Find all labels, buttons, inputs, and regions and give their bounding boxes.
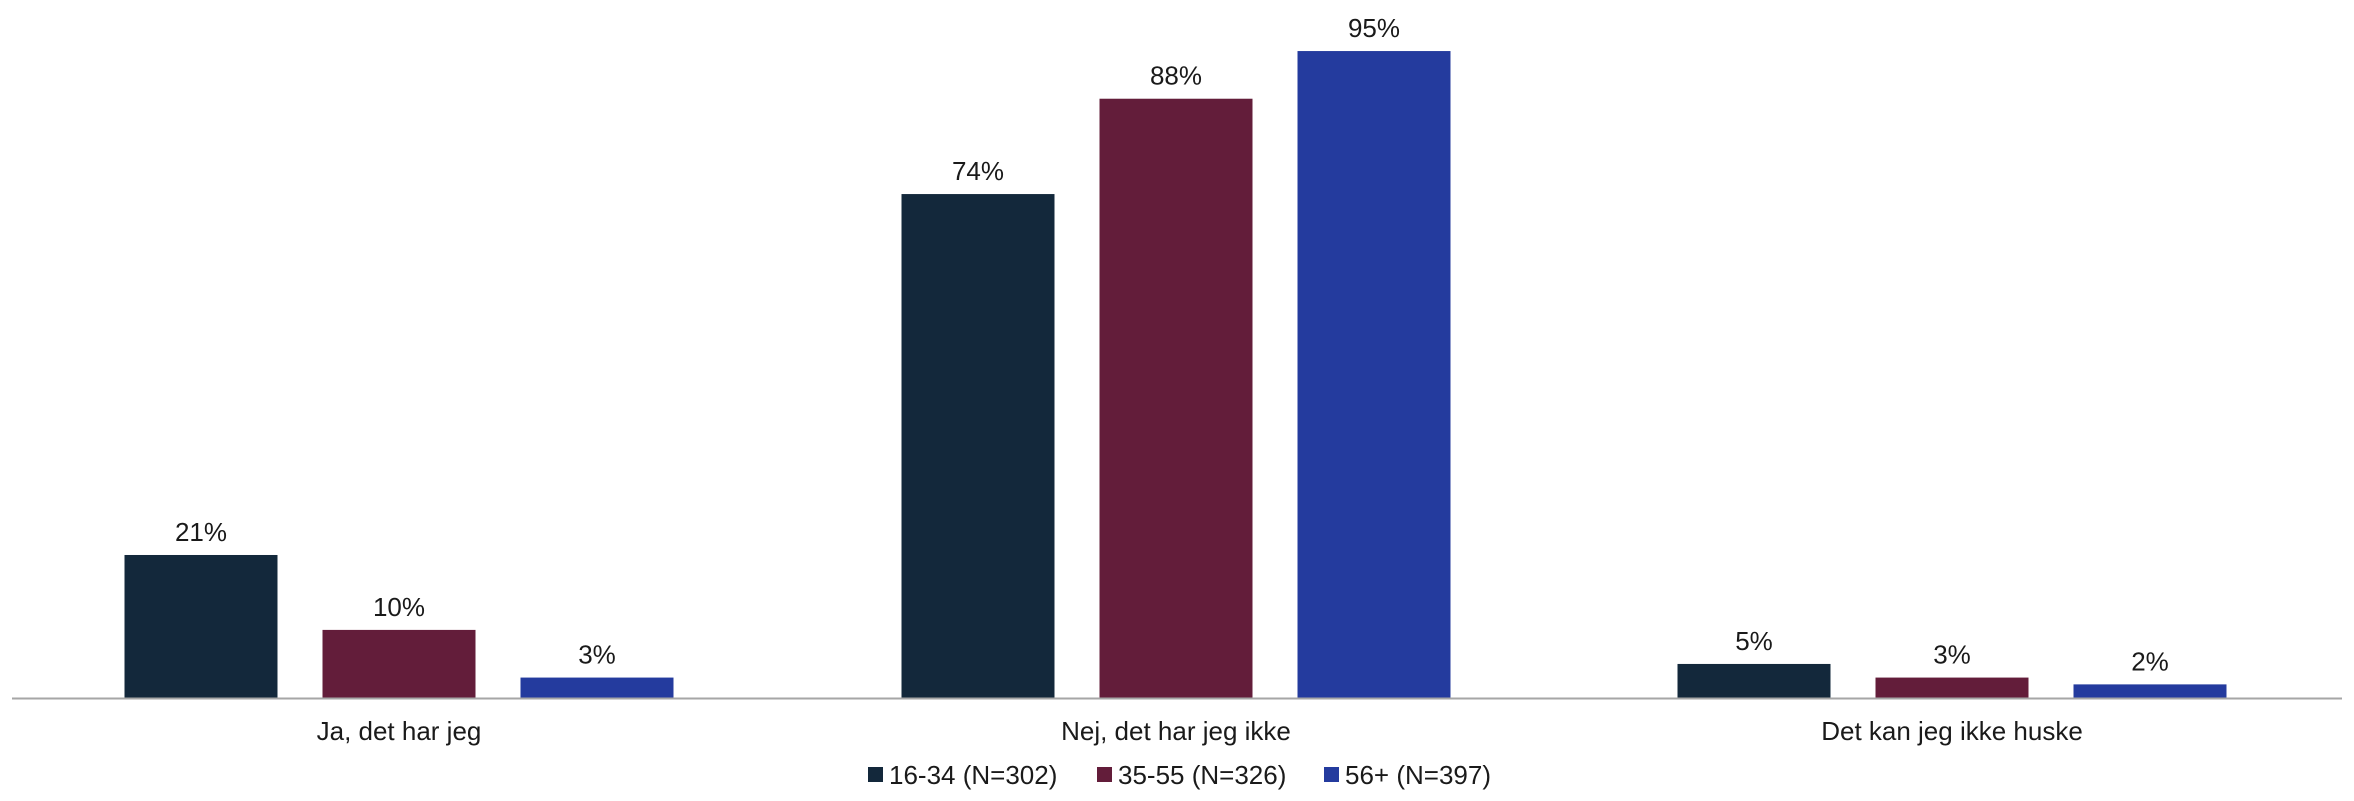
category-label-2: Nej, det har jeg ikke (1061, 716, 1291, 746)
bar-3-series-3 (2073, 684, 2227, 698)
legend-label-2: 35-55 (N=326) (1118, 760, 1286, 790)
data-labels-layer: 21% 10% 3% 74% 88% 95% 5% 3% 2% (175, 13, 2169, 676)
bar-3-series-1 (1677, 663, 1831, 698)
data-label-3-series-3: 2% (2131, 646, 2169, 676)
data-label-3-series-1: 5% (1735, 626, 1773, 656)
bar-2-series-1 (901, 194, 1055, 698)
bar-1-series-2 (322, 629, 476, 698)
legend-swatch-2 (1097, 767, 1112, 782)
data-label-2-series-1: 74% (952, 156, 1004, 186)
legend-label-1: 16-34 (N=302) (889, 760, 1057, 790)
category-label-1: Ja, det har jeg (317, 716, 482, 746)
data-label-2-series-2: 88% (1150, 61, 1202, 91)
data-label-2-series-3: 95% (1348, 13, 1400, 43)
bar-2-series-2 (1099, 98, 1253, 699)
data-label-3-series-2: 3% (1933, 640, 1971, 670)
category-labels-layer: Ja, det har jeg Nej, det har jeg ikke Det … (317, 716, 2083, 746)
data-label-1-series-2: 10% (373, 592, 425, 622)
bars-layer (124, 51, 2227, 699)
legend-swatch-3 (1324, 767, 1339, 782)
data-label-1-series-3: 3% (578, 640, 616, 670)
bar-3-series-2 (1875, 677, 2029, 698)
bar-1-series-3 (520, 677, 674, 698)
category-label-3: Det kan jeg ikke huske (1821, 716, 2083, 746)
legend-label-3: 56+ (N=397) (1345, 760, 1491, 790)
data-label-1-series-1: 21% (175, 517, 227, 547)
legend: 16-34 (N=302) 35-55 (N=326) 56+ (N=397) (868, 760, 1491, 790)
bar-1-series-1 (124, 554, 278, 698)
bar-2-series-3 (1297, 51, 1451, 699)
legend-swatch-1 (868, 767, 883, 782)
